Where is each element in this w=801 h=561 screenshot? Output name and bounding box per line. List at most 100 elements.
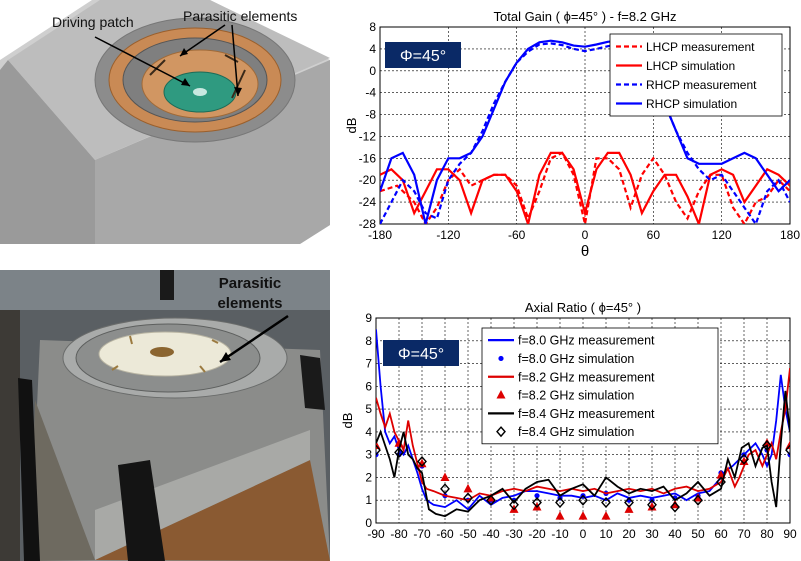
data-point (578, 511, 588, 520)
legend-box (481, 327, 719, 445)
x-tick-label: 30 (645, 527, 659, 541)
cube-left-face (0, 60, 95, 244)
y-tick-label: -28 (359, 217, 377, 231)
x-tick-label: 40 (668, 527, 682, 541)
data-point (417, 455, 427, 468)
prototype-photo: Parasitic elements (0, 270, 330, 561)
series-1 (380, 151, 790, 224)
legend-label: RHCP simulation (646, 97, 737, 111)
x-tick-label: 70 (737, 527, 751, 541)
y-tick-label: -4 (365, 86, 376, 100)
legend-label: f=8.4 GHz measurement (518, 407, 655, 421)
y-axis-label: dB (340, 413, 355, 429)
legend-label: f=8.2 GHz simulation (518, 389, 634, 403)
cad-cube-drawing (0, 0, 330, 244)
series-4 (376, 390, 790, 518)
legend-label: LHCP measurement (646, 40, 755, 54)
legend-swatch (496, 426, 506, 438)
y-tick-label: 0 (369, 64, 376, 78)
arrow-parasitic-2 (231, 24, 239, 97)
data-point (509, 499, 519, 511)
y-tick-label: 7 (365, 357, 372, 371)
x-tick-label: 0 (580, 527, 587, 541)
x-tick-label: -120 (436, 228, 460, 242)
phi-badge-text: Φ=45° (400, 48, 446, 65)
data-point (463, 492, 473, 504)
series-3 (380, 39, 790, 224)
x-tick-label: -50 (459, 527, 477, 541)
data-point (624, 496, 634, 509)
y-tick-label: -16 (359, 151, 377, 165)
data-point (739, 453, 749, 465)
chart-title: Total Gain ( ϕ=45° ) - f=8.2 GHz (494, 9, 677, 24)
total-gain-chart: -180 -120 -60 0 60 120 180 -28 -24 -20 -16 -12 -8 -4 0… (344, 9, 800, 260)
x-tick-label: -60 (508, 228, 526, 242)
arrow-driving-patch (94, 36, 191, 87)
x-tick-label: 90 (783, 527, 797, 541)
data-point (417, 458, 427, 468)
prototype-parasitic-label: Parasitic elements (217, 275, 283, 312)
data-point (532, 496, 542, 509)
data-point (647, 502, 657, 511)
legend-label: f=8.0 GHz measurement (518, 334, 655, 348)
x-tick-label: 0 (582, 228, 589, 242)
phi-badge (385, 42, 461, 68)
y-tick-label: 2 (365, 470, 372, 484)
data-point (486, 494, 496, 506)
x-tick-label: -30 (505, 527, 523, 541)
x-tick-label: 60 (714, 527, 728, 541)
y-tick-label: 8 (365, 334, 372, 348)
series-line (380, 39, 790, 224)
legend-label: LHCP simulation (646, 59, 735, 73)
axial-ratio-chart: -90 -70 -50 -30 -10 10 30 50 70 90-80 -60 -40 -20 0 20… (340, 300, 797, 541)
data-point (693, 494, 703, 506)
y-tick-label: 6 (365, 379, 372, 393)
data-point (463, 483, 473, 493)
data-point (670, 501, 680, 513)
series-5 (376, 440, 790, 513)
cad-model-image: Driving patch Parasitic elements (0, 0, 330, 244)
legend-label: RHCP measurement (646, 78, 757, 92)
x-tick-label: -60 (436, 527, 454, 541)
legend-swatch (496, 390, 506, 399)
x-tick-label: 20 (622, 527, 636, 541)
data-point (693, 492, 703, 502)
legend-box (609, 33, 783, 117)
data-point (670, 499, 680, 509)
data-point (578, 494, 588, 506)
series-line (380, 42, 790, 224)
x-tick-label: 10 (599, 527, 613, 541)
x-tick-label: -70 (413, 527, 431, 541)
x-tick-label: 120 (712, 228, 732, 242)
x-tick-label: -80 (390, 527, 408, 541)
legend-label: f=8.0 GHz simulation (518, 352, 634, 366)
data-point (440, 483, 450, 495)
prototype-patch (150, 347, 174, 357)
x-tick-label: 180 (780, 228, 800, 242)
data-point (739, 456, 749, 465)
x-tick-label: 80 (760, 527, 774, 541)
y-tick-label: 4 (365, 425, 372, 439)
data-point (785, 444, 790, 456)
legend-swatch (498, 355, 504, 362)
data-point (762, 440, 772, 452)
y-tick-label: 3 (365, 448, 372, 462)
series-line (380, 151, 790, 224)
phi-badge (383, 340, 459, 366)
data-point (716, 476, 726, 488)
y-tick-label: -20 (359, 173, 377, 187)
data-point (624, 504, 634, 513)
series-line (376, 390, 790, 518)
y-tick-label: 1 (365, 493, 372, 507)
y-tick-label: 0 (365, 516, 372, 530)
data-point (647, 499, 657, 511)
y-tick-label: 4 (369, 42, 376, 56)
x-tick-label: -180 (368, 228, 392, 242)
y-tick-label: 8 (369, 20, 376, 34)
y-tick-label: 9 (365, 311, 372, 325)
data-point (394, 446, 404, 458)
parasitic-elements-label: Parasitic elements (183, 8, 298, 24)
data-point (376, 444, 381, 456)
legend-label: f=8.2 GHz measurement (518, 370, 655, 384)
series-2 (380, 42, 790, 224)
